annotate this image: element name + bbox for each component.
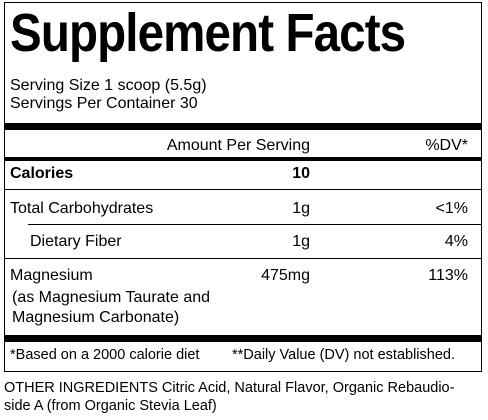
footnote: **Daily Value (DV) not established. [232,347,455,363]
rule [28,224,482,225]
other-ingredients: side A (from Organic Stevia Leaf) [4,398,217,414]
title: Supplement Facts [10,3,406,63]
other-ingredients: OTHER INGREDIENTS Citric Acid, Natural F… [4,380,455,396]
rule [4,258,482,259]
row-dv: 4% [444,233,468,250]
column-header: Amount Per Serving [166,137,310,154]
row-name: Total Carbohydrates [10,200,154,217]
row-amount: 10 [292,165,310,182]
row-amount: 1g [292,233,310,250]
facts-box [4,2,482,372]
row-amount: 475mg [261,267,310,284]
column-header: %DV* [425,137,468,154]
row-detail: Magnesium Carbonate) [12,309,180,326]
row-name: Calories [10,165,74,182]
row-amount: 1g [292,200,310,217]
row-name: Magnesium [10,267,93,284]
servings-per-container: Servings Per Container 30 [10,95,198,112]
row-detail: (as Magnesium Taurate and [12,289,211,306]
row-dv: <1% [435,200,468,217]
thick-rule [4,123,482,130]
footnote: *Based on a 2000 calorie diet [10,347,200,363]
serving-size: Serving Size 1 scoop (5.5g) [10,77,207,94]
rule [4,189,482,190]
row-dv: 113% [428,267,468,284]
rule [4,157,482,161]
row-name: Dietary Fiber [30,233,122,250]
thick-rule [4,335,482,342]
